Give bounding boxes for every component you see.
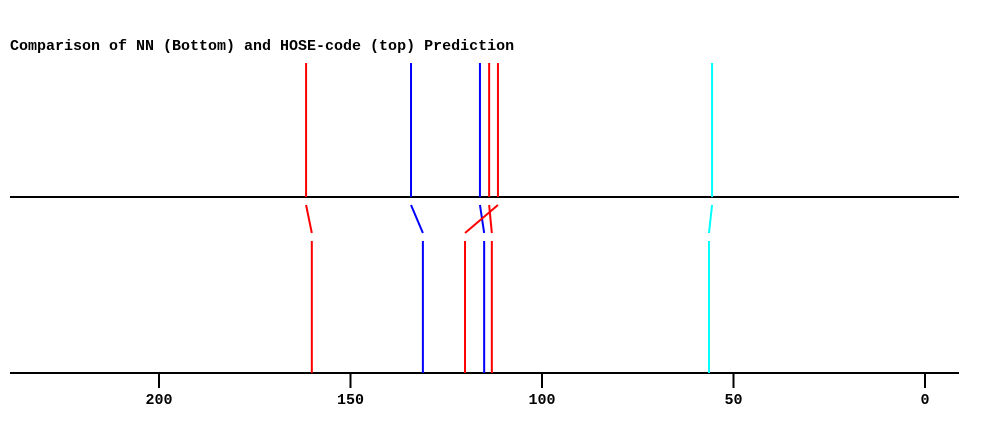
peak-connector [488,204,493,234]
peaks [305,63,714,373]
x-tick-label: 100 [528,392,555,409]
peak-connector [410,204,424,234]
x-tick-label: 150 [337,392,364,409]
peak-connector [305,204,313,234]
x-ticks: 200 150 100 50 0 [145,373,930,409]
peak-connector [707,204,714,234]
peak-connector [464,204,499,234]
chart-title: Comparison of NN (Bottom) and HOSE-code … [10,38,514,55]
x-tick-label: 50 [724,392,742,409]
x-tick-label: 200 [145,392,172,409]
x-tick-label: 0 [920,392,929,409]
